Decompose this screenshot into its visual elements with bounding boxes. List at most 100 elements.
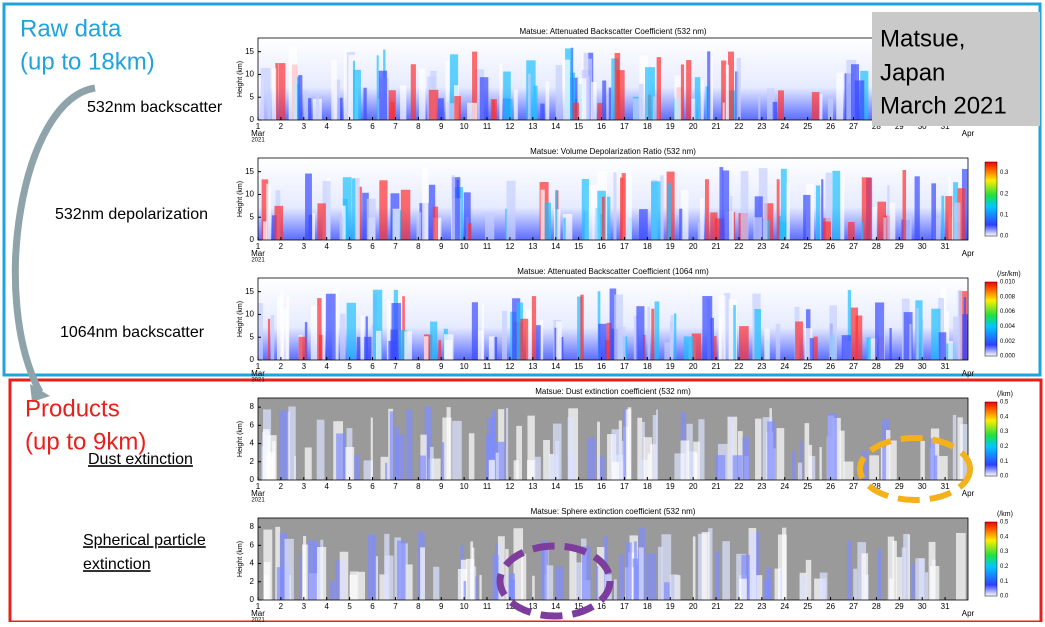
lidar-pixel [800, 440, 803, 480]
lidar-pixel [860, 450, 869, 480]
x-tick-label: 2 [279, 242, 284, 251]
lidar-pixel [722, 170, 730, 240]
x-tick-label: 28 [872, 122, 881, 131]
x-tick-label: 29 [895, 242, 904, 251]
x-tick-label: 9 [439, 482, 444, 491]
colorbar-tick-label: 0.010 [1000, 280, 1016, 286]
x-tick-label: 13 [528, 482, 537, 491]
lidar-pixel [562, 213, 573, 240]
lidar-pixel [288, 46, 297, 120]
lidar-pixel [479, 574, 482, 600]
lidar-pixel [406, 409, 413, 480]
x-tick-label: 8 [416, 122, 421, 131]
colorbar-tick-label: 0.006 [1000, 309, 1016, 315]
x-year: 2021 [251, 138, 265, 144]
x-tick-label: 2 [279, 482, 284, 491]
lidar-pixel [778, 90, 784, 120]
lidar-pixel [370, 417, 373, 480]
lidar-pixel [724, 293, 731, 360]
y-label: Height (km) [237, 541, 244, 577]
y-label: Height (km) [237, 301, 244, 337]
x-tick-label: 22 [735, 122, 744, 131]
lidar-pixel [495, 441, 505, 480]
lidar-pixel [903, 533, 909, 600]
lidar-pixel [882, 419, 890, 480]
x-year: 2021 [251, 618, 265, 622]
lidar-pixel [282, 308, 289, 360]
lidar-pixel [577, 78, 587, 120]
lidar-pixel [512, 298, 521, 360]
lidar-pixel [598, 323, 607, 360]
lidar-pixel [481, 303, 485, 360]
lidar-pixel [574, 562, 584, 600]
lidar-pixel [932, 218, 941, 240]
lidar-pixel [584, 185, 594, 240]
lidar-pixel [445, 60, 450, 120]
lidar-pixel [410, 64, 416, 120]
x-tick-label: 24 [780, 602, 789, 611]
panel-title: Matsue: Dust extinction coefficient (532… [535, 387, 691, 396]
lidar-pixel [346, 302, 356, 360]
lidar-pixel [308, 98, 312, 120]
lidar-pixel [378, 70, 388, 120]
lidar-pixel [795, 321, 803, 360]
x-tick-label: 31 [941, 122, 950, 131]
y-label: Height (km) [237, 61, 244, 97]
x-tick-label: 15 [574, 482, 583, 491]
colorbar-tick-label: 0.1 [1000, 212, 1009, 218]
lidar-pixel [545, 81, 550, 120]
x-tick-label: 4 [324, 602, 329, 611]
lidar-pixel [903, 312, 913, 360]
lidar-pixel [623, 408, 627, 480]
lidar-pixel [597, 421, 600, 480]
row-label: 532nm backscatter [87, 99, 223, 116]
lidar-pixel [728, 299, 737, 360]
lidar-pixel [516, 425, 522, 480]
x-tick-label: 31 [941, 362, 950, 371]
x-tick-label: 6 [370, 482, 375, 491]
lidar-pixel [264, 574, 269, 600]
x-tick-label: 14 [551, 482, 560, 491]
x-tick-label: 23 [757, 602, 766, 611]
x-tick-label: 25 [803, 482, 812, 491]
x-tick-label: 26 [826, 122, 835, 131]
lidar-pixel [727, 416, 738, 480]
lidar-pixel [730, 196, 733, 240]
lidar-pixel [322, 180, 331, 240]
lidar-pixel [804, 423, 810, 480]
lidar-pixel [931, 308, 941, 360]
lidar-pixel [334, 79, 341, 120]
lidar-pixel [563, 217, 566, 240]
lidar-pixel [284, 538, 294, 600]
x-tick-label: 31 [941, 602, 950, 611]
x-tick-label: 7 [393, 122, 398, 131]
info-line: March 2021 [880, 92, 1007, 119]
lidar-pixel [758, 168, 768, 240]
lidar-pixel [384, 555, 394, 600]
lidar-pixel [513, 460, 519, 480]
lidar-pixel [843, 461, 854, 480]
lidar-pixel [827, 413, 837, 480]
lidar-pixel [544, 202, 551, 240]
colorbar-tick-label: 0.4 [1000, 414, 1009, 420]
lidar-pixel [776, 179, 780, 240]
lidar-pixel [701, 80, 704, 120]
x-tick-label: 24 [780, 122, 789, 131]
lidar-pixel [606, 322, 612, 360]
lidar-pixel [430, 321, 438, 360]
lidar-pixel [261, 179, 269, 240]
lidar-pixel [889, 578, 893, 600]
lidar-pixel [533, 85, 538, 120]
x-tick-label: 15 [574, 602, 583, 611]
lidar-pixel [279, 410, 289, 480]
lidar-pixel [340, 313, 346, 360]
lidar-pixel [596, 547, 605, 600]
x-tick-label: 12 [505, 122, 514, 131]
lidar-pixel [931, 183, 937, 240]
x-tick-label: 13 [528, 122, 537, 131]
lidar-pixel [877, 549, 882, 600]
lidar-pixel [322, 295, 325, 360]
lidar-pixel [658, 546, 663, 600]
lidar-pixel [639, 209, 648, 240]
lidar-pixel [398, 330, 408, 360]
